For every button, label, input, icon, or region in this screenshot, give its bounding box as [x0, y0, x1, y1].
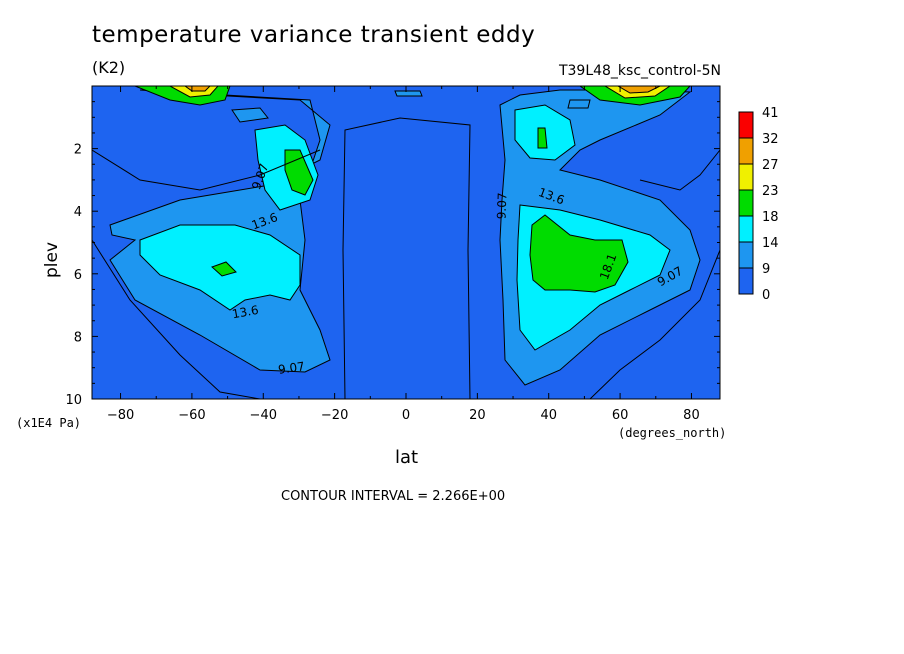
colorbar-swatch [738, 111, 754, 139]
colorbar-swatch [738, 241, 754, 269]
colorbar-swatch [738, 215, 754, 243]
colorbar-swatch [738, 137, 754, 165]
chart-units: (K2) [92, 58, 126, 77]
x-tick-label: 40 [540, 408, 557, 423]
contour-line-top-eq [394, 90, 423, 97]
contour-line-south-outer [92, 149, 321, 399]
contour-line-north-outer [589, 149, 720, 399]
x-tick-label: −20 [321, 408, 348, 423]
x-tick-label: −40 [250, 408, 277, 423]
y-tick-label: 4 [74, 205, 82, 220]
colorbar-label: 14 [762, 236, 779, 251]
y-tick-label: 10 [65, 393, 82, 408]
colorbar-label: 32 [762, 132, 779, 147]
colorbar-swatch [738, 163, 754, 191]
contour-interval: CONTOUR INTERVAL = 2.266E+00 [281, 489, 506, 504]
x-tick-label: 80 [683, 408, 700, 423]
x-tick-label: −60 [178, 408, 205, 423]
colorbar-label: 27 [762, 158, 779, 173]
y-tick-label: 2 [74, 143, 82, 158]
contour-label: 9.07 [277, 359, 305, 377]
contour-fill-top-north-orange [617, 86, 661, 94]
contour-line-equator [342, 117, 471, 399]
colorbar-label: 18 [762, 210, 779, 225]
colorbar: 41 32 27 23 18 14 9 0 [738, 106, 779, 303]
y-tick-label: 8 [74, 330, 82, 345]
x-axis-unit: (degrees_north) [618, 426, 727, 440]
contour-label: 9.07 [495, 192, 510, 219]
colorbar-label: 0 [762, 288, 770, 303]
colorbar-label: 41 [762, 106, 779, 121]
colorbar-swatch [738, 267, 754, 295]
x-axis-label: lat [395, 447, 419, 468]
y-tick-label: 6 [74, 268, 82, 283]
contour-line-top-south-small [231, 107, 269, 123]
x-tick-label: 60 [612, 408, 629, 423]
colorbar-label: 9 [762, 262, 770, 277]
colorbar-swatch [738, 189, 754, 217]
contour-label: 13.6 [231, 303, 260, 321]
chart-title: temperature variance transient eddy [92, 22, 536, 48]
x-tick-label: 0 [402, 408, 410, 423]
x-tick-label: 20 [469, 408, 486, 423]
contour-fill-top-south-orange [184, 86, 211, 92]
x-tick-label: −80 [107, 408, 134, 423]
contour-fill-18-north-upper [537, 127, 548, 149]
contour-line-top-north-small [567, 99, 591, 109]
contour-fill-18-north [529, 214, 629, 293]
colorbar-label: 23 [762, 184, 779, 199]
contour-fill-18-south-lower [211, 261, 237, 277]
y-axis-unit: (x1E4 Pa) [16, 416, 82, 430]
run-name: T39L48_ksc_control-5N [558, 63, 721, 79]
